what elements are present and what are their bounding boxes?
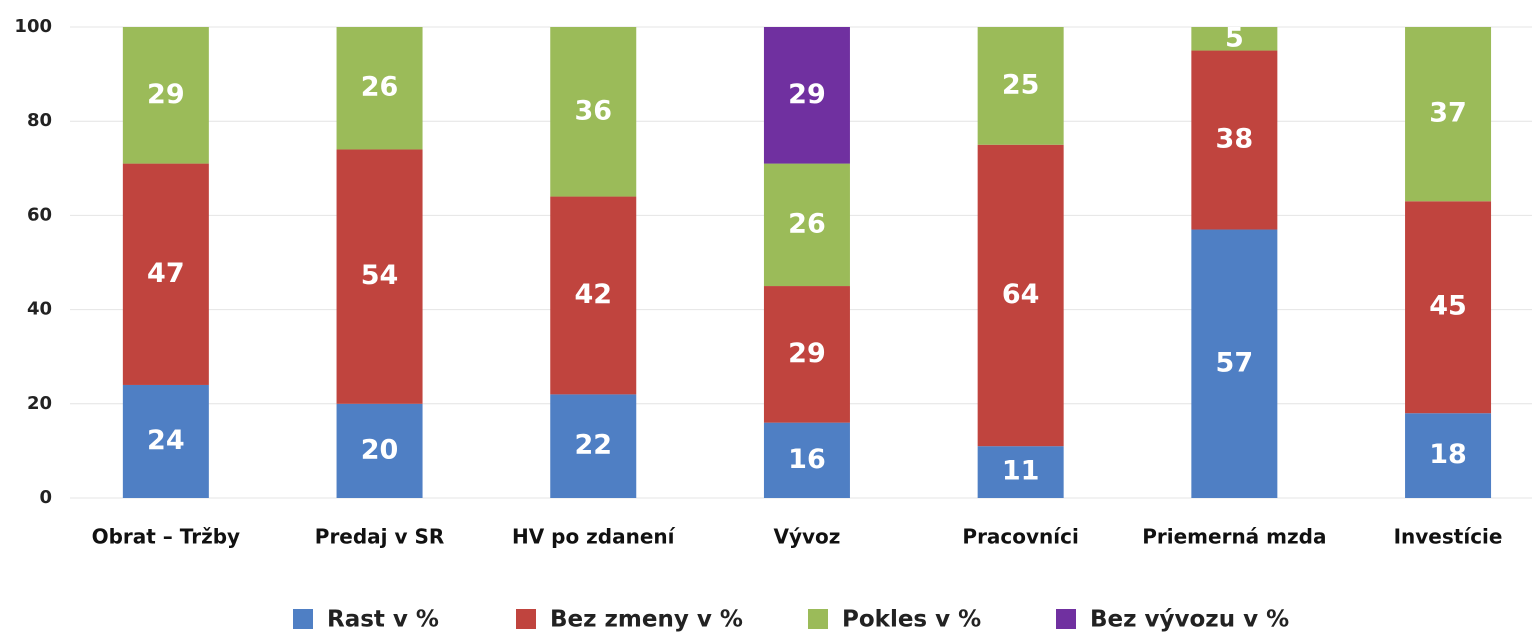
data-label: 64 (1002, 279, 1040, 310)
bar-segment (122, 384, 209, 498)
bar-segment (1191, 50, 1278, 230)
bar-segment (763, 163, 850, 287)
legend-swatch (1056, 609, 1076, 629)
data-label: 11 (1002, 456, 1040, 487)
data-label: 29 (147, 79, 185, 110)
data-label: 47 (147, 258, 185, 289)
bar-segment (550, 196, 637, 395)
data-label: 42 (574, 279, 612, 310)
y-tick-label: 0 (39, 487, 52, 508)
data-label: 24 (147, 425, 185, 456)
bar-segment (1405, 27, 1492, 202)
data-label: 29 (788, 79, 826, 110)
x-tick-label: Obrat – Tržby (92, 525, 240, 549)
bar-segment (550, 394, 637, 498)
bar-segment (1191, 229, 1278, 498)
x-tick-label: Vývoz (773, 525, 840, 549)
data-label: 45 (1429, 291, 1467, 322)
bar-segment (977, 446, 1064, 498)
data-label: 36 (574, 95, 612, 126)
bar-segment (763, 286, 850, 423)
data-label: 37 (1429, 98, 1467, 129)
legend-swatch (293, 609, 313, 629)
x-tick-label: Priemerná mzda (1142, 525, 1326, 549)
bar-segment (977, 27, 1064, 145)
legend-swatch (516, 609, 536, 629)
bar-segment (977, 144, 1064, 447)
y-tick-label: 20 (27, 393, 52, 414)
data-label: 57 (1216, 347, 1254, 378)
legend-swatch (808, 609, 828, 629)
bar-segment (763, 27, 850, 164)
data-label: 54 (361, 260, 399, 291)
y-tick-label: 100 (14, 16, 52, 37)
data-label: 20 (361, 434, 399, 465)
y-tick-label: 60 (27, 204, 52, 225)
data-label: 38 (1216, 124, 1254, 155)
legend-label: Bez zmeny v % (550, 607, 743, 633)
bar-segment (550, 27, 637, 197)
legend-label: Bez vývozu v % (1090, 607, 1289, 633)
data-label: 5 (1225, 22, 1244, 53)
y-tick-label: 40 (27, 299, 52, 320)
y-tick-label: 80 (27, 110, 52, 131)
bar-segment (336, 149, 423, 404)
bar-segment (336, 403, 423, 498)
data-label: 18 (1429, 439, 1467, 470)
data-label: 29 (788, 338, 826, 369)
bar-segment (122, 27, 209, 164)
bar-segment (1405, 413, 1492, 498)
bar-segment (763, 422, 850, 498)
bar-segment (336, 27, 423, 150)
legend-label: Rast v % (327, 607, 439, 633)
data-label: 16 (788, 444, 826, 475)
x-tick-label: Investície (1394, 525, 1503, 549)
legend-label: Pokles v % (842, 607, 981, 633)
x-tick-label: Pracovníci (962, 525, 1078, 549)
data-label: 22 (574, 430, 612, 461)
bar-segment (1191, 27, 1278, 51)
data-label: 25 (1002, 69, 1040, 100)
bar-segment (122, 163, 209, 385)
data-label: 26 (788, 208, 826, 239)
bar-segment (1405, 201, 1492, 414)
x-tick-label: Predaj v SR (315, 525, 445, 549)
x-tick-label: HV po zdanení (512, 525, 676, 549)
data-label: 26 (361, 72, 399, 103)
